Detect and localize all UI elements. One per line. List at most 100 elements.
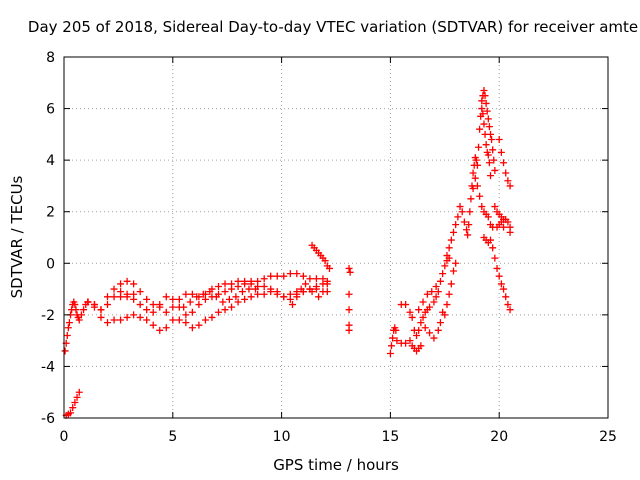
data-point [491,254,499,262]
data-point [450,228,458,236]
y-tick-label: -6 [41,411,55,427]
data-point [415,326,423,334]
data-point [156,326,164,334]
data-point [485,123,493,131]
data-point [90,301,98,309]
data-point [130,290,138,298]
data-point [392,326,400,334]
data-point [495,136,503,144]
data-point [199,290,207,298]
data-point [221,306,229,314]
data-point [480,87,488,95]
data-point [312,285,320,293]
data-point [490,156,498,164]
data-point [456,203,464,211]
data-points [61,87,514,419]
data-point [445,244,453,252]
data-point [254,290,262,298]
x-axis-label: GPS time / hours [273,456,399,474]
data-point [214,282,222,290]
data-point [447,236,455,244]
data-point [417,319,425,327]
data-point [69,404,77,412]
data-point [267,272,275,280]
data-point [71,301,79,309]
data-point [497,280,505,288]
data-point [485,159,493,167]
data-point [280,293,288,301]
data-point [75,316,83,324]
data-point [80,306,88,314]
data-point [77,311,85,319]
data-point [346,268,354,276]
data-point [63,331,71,339]
data-point [219,298,227,306]
data-point [504,301,512,309]
data-point [143,295,151,303]
data-point [188,308,196,316]
x-tick-label: 15 [381,429,399,445]
data-point [434,326,442,334]
data-point [117,293,125,301]
data-point [149,301,157,309]
data-point [504,177,512,185]
data-point [123,277,131,285]
data-point [251,285,259,293]
data-point [175,295,183,303]
data-point [149,321,157,329]
data-point [323,277,331,285]
data-point [466,208,474,216]
data-point [321,257,329,265]
data-point [386,350,394,358]
data-point [472,156,480,164]
data-point [421,324,429,332]
data-point [260,282,268,290]
data-point [491,203,499,211]
data-point [193,293,201,301]
data-point [419,313,427,321]
grid-lines [64,57,608,418]
data-point [136,301,144,309]
data-point [273,272,281,280]
data-point [267,285,275,293]
data-point [432,293,440,301]
data-point [182,290,190,298]
data-point [452,259,460,267]
y-axis-label: SDTVAR / TECUs [8,175,26,298]
data-point [280,272,288,280]
data-point [443,252,451,260]
data-point [297,285,305,293]
data-point [234,277,242,285]
data-point [506,306,514,314]
data-point [232,293,240,301]
data-point [460,218,468,226]
data-point [214,308,222,316]
data-point [221,288,229,296]
data-point [478,203,486,211]
data-point [484,151,492,159]
data-point [465,221,473,229]
y-tick-label: -2 [41,308,55,324]
data-point [430,298,438,306]
data-point [143,306,151,314]
data-point [195,301,203,309]
data-point [206,288,214,296]
data-point [506,182,514,190]
data-point [439,308,447,316]
data-point [260,275,268,283]
data-point [478,97,486,105]
data-point [186,298,194,306]
y-tick-label: 4 [46,153,55,169]
data-point [426,303,434,311]
data-point [319,275,327,283]
data-point [180,303,188,311]
data-point [175,316,183,324]
data-point [454,213,462,221]
data-point [488,136,496,144]
data-point [419,298,427,306]
data-point [500,223,508,231]
data-point [162,324,170,332]
x-tick-label: 5 [168,429,177,445]
data-point [476,125,484,133]
